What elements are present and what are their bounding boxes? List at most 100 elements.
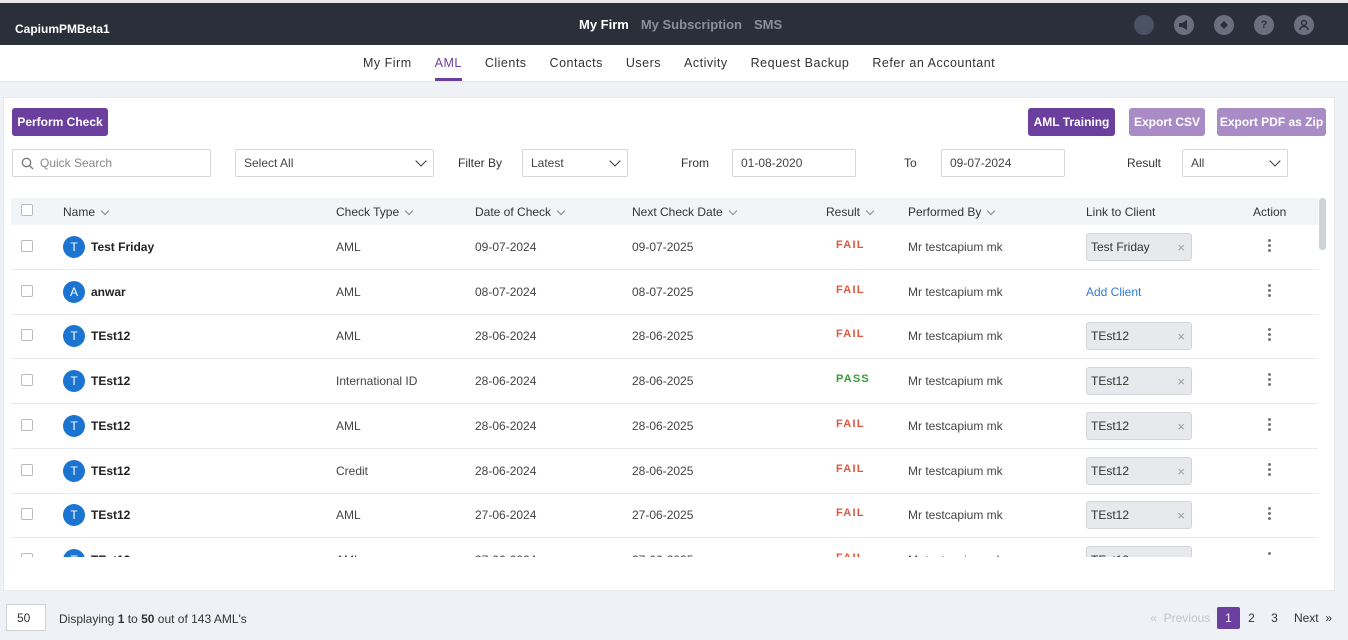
more-actions-icon[interactable] bbox=[1268, 373, 1272, 387]
avatar: T bbox=[63, 504, 85, 527]
tab-contacts[interactable]: Contacts bbox=[549, 56, 603, 70]
table-row[interactable]: T TEst12 Credit 28-06-2024 28-06-2025 FAIL Mr … bbox=[11, 449, 1318, 494]
close-icon[interactable]: × bbox=[1177, 374, 1185, 390]
to-date-input[interactable]: 09-07-2024 bbox=[941, 149, 1065, 177]
result-dropdown[interactable]: All bbox=[1182, 149, 1288, 177]
table-row[interactable]: T TEst12 International ID 28-06-2024 28-06-2… bbox=[11, 359, 1318, 405]
export-pdf-zip-button[interactable]: Export PDF as Zip bbox=[1217, 108, 1326, 136]
header-date-of-check[interactable]: Date of Check bbox=[475, 205, 566, 219]
tab-aml[interactable]: AML bbox=[434, 56, 463, 81]
megaphone-icon[interactable] bbox=[1174, 15, 1194, 35]
close-icon[interactable]: × bbox=[1177, 463, 1185, 479]
linked-client-chip[interactable]: TEst12× bbox=[1086, 501, 1192, 530]
header-result[interactable]: Result bbox=[826, 205, 875, 219]
linked-client-chip[interactable]: TEst12× bbox=[1086, 456, 1192, 485]
ticket-icon[interactable] bbox=[1214, 15, 1234, 35]
row-checkbox[interactable] bbox=[21, 508, 33, 521]
top-icons: ? bbox=[1134, 15, 1314, 35]
row-date-of-check: 28-06-2024 bbox=[475, 463, 537, 478]
filter-by-dropdown[interactable]: Latest bbox=[522, 149, 628, 177]
close-icon[interactable]: × bbox=[1177, 553, 1185, 557]
next-page-button[interactable]: Next » bbox=[1293, 611, 1332, 625]
perform-check-button[interactable]: Perform Check bbox=[12, 108, 108, 136]
tab-users[interactable]: Users bbox=[625, 56, 662, 70]
row-next-check-date: 28-06-2025 bbox=[632, 418, 694, 433]
row-name[interactable]: TEst12 bbox=[91, 329, 131, 344]
row-name[interactable]: TEst12 bbox=[91, 374, 131, 389]
header-name[interactable]: Name bbox=[63, 205, 110, 219]
row-name[interactable]: TEst12 bbox=[91, 463, 131, 478]
help-icon[interactable]: ? bbox=[1254, 15, 1274, 35]
row-checkbox[interactable] bbox=[21, 329, 33, 342]
linked-client-chip[interactable]: TEst12× bbox=[1086, 411, 1192, 440]
close-icon[interactable]: × bbox=[1177, 329, 1185, 345]
row-checkbox[interactable] bbox=[21, 418, 33, 431]
add-client-link[interactable]: Add Client bbox=[1086, 284, 1142, 299]
tab-clients[interactable]: Clients bbox=[484, 56, 527, 70]
previous-page-button[interactable]: « Previous bbox=[1150, 611, 1211, 625]
page-2-button[interactable]: 2 bbox=[1248, 611, 1255, 625]
table-row[interactable]: T TEst12 AML 28-06-2024 28-06-2025 FAIL Mr tes… bbox=[11, 404, 1318, 449]
result-badge: PASS bbox=[836, 373, 870, 386]
row-name[interactable]: TEst12 bbox=[91, 553, 130, 557]
page-size-input[interactable]: 50 bbox=[6, 604, 46, 631]
more-actions-icon[interactable] bbox=[1268, 239, 1272, 252]
page-1-button[interactable]: 1 bbox=[1216, 607, 1240, 629]
row-next-check-date: 09-07-2025 bbox=[632, 240, 694, 254]
more-actions-icon[interactable] bbox=[1268, 462, 1272, 476]
sort-icon bbox=[404, 206, 414, 215]
sub-nav: My Firm AML Clients Contacts Users Activ… bbox=[0, 45, 1348, 82]
row-checkbox[interactable] bbox=[21, 284, 33, 297]
linked-client-chip[interactable]: TEst12× bbox=[1086, 367, 1192, 396]
select-all-dropdown[interactable]: Select All bbox=[235, 149, 434, 177]
row-name[interactable]: TEst12 bbox=[91, 418, 131, 433]
aml-training-button[interactable]: AML Training bbox=[1028, 108, 1115, 136]
row-name[interactable]: TEst12 bbox=[91, 508, 131, 523]
avatar: T bbox=[63, 459, 85, 482]
chevron-down-icon bbox=[415, 155, 427, 167]
header-check-type[interactable]: Check Type bbox=[336, 205, 414, 219]
header-next-check-date[interactable]: Next Check Date bbox=[632, 205, 737, 219]
from-date-input[interactable]: 01-08-2020 bbox=[732, 149, 856, 177]
topnav-my-firm[interactable]: My Firm bbox=[579, 17, 629, 32]
chevron-down-icon bbox=[1269, 155, 1281, 167]
linked-client-chip[interactable]: TEst12× bbox=[1086, 322, 1192, 351]
row-checkbox[interactable] bbox=[21, 552, 33, 557]
table-row[interactable]: T TEst12 AML 27-06-2024 27-06-2025 FAIL Mr tes… bbox=[11, 538, 1318, 557]
result-badge: FAIL bbox=[836, 462, 865, 475]
topnav-my-subscription[interactable]: My Subscription bbox=[640, 17, 742, 32]
tab-my-firm[interactable]: My Firm bbox=[363, 56, 412, 70]
more-actions-icon[interactable] bbox=[1268, 417, 1272, 431]
row-checkbox[interactable] bbox=[21, 240, 33, 252]
search-input[interactable] bbox=[40, 156, 200, 170]
topnav-sms[interactable]: SMS bbox=[753, 17, 783, 32]
table-scrollbar[interactable] bbox=[1319, 198, 1326, 250]
export-csv-button[interactable]: Export CSV bbox=[1129, 108, 1205, 136]
quick-search-field bbox=[12, 149, 211, 177]
close-icon[interactable]: × bbox=[1177, 508, 1185, 524]
close-icon[interactable]: × bbox=[1177, 240, 1185, 255]
row-checkbox[interactable] bbox=[21, 374, 33, 387]
page-3-button[interactable]: 3 bbox=[1271, 611, 1278, 625]
tab-activity[interactable]: Activity bbox=[684, 56, 728, 70]
select-all-checkbox[interactable] bbox=[21, 204, 33, 216]
user-icon[interactable] bbox=[1294, 15, 1314, 35]
linked-client-chip[interactable]: Test Friday × bbox=[1086, 233, 1192, 261]
tab-refer-an-accountant[interactable]: Refer an Accountant bbox=[872, 56, 996, 70]
more-actions-icon[interactable] bbox=[1268, 551, 1272, 557]
more-actions-icon[interactable] bbox=[1268, 283, 1272, 297]
tab-request-backup[interactable]: Request Backup bbox=[750, 56, 850, 70]
linked-client-chip[interactable]: TEst12× bbox=[1086, 545, 1192, 557]
row-name[interactable]: anwar bbox=[91, 284, 126, 299]
table-row[interactable]: T TEst12 AML 28-06-2024 28-06-2025 FAIL Mr tes… bbox=[11, 314, 1318, 360]
close-icon[interactable]: × bbox=[1177, 418, 1185, 434]
row-name[interactable]: Test Friday bbox=[91, 240, 155, 254]
more-actions-icon[interactable] bbox=[1268, 507, 1272, 521]
table-row[interactable]: T TEst12 AML 27-06-2024 27-06-2025 FAIL Mr tes… bbox=[11, 493, 1318, 539]
table-row[interactable]: T Test Friday AML 09-07-2024 09-07-2025 FAIL M… bbox=[11, 225, 1318, 270]
row-checkbox[interactable] bbox=[21, 463, 33, 476]
status-icon[interactable] bbox=[1134, 15, 1154, 35]
header-performed-by[interactable]: Performed By bbox=[908, 205, 996, 219]
more-actions-icon[interactable] bbox=[1268, 328, 1272, 342]
